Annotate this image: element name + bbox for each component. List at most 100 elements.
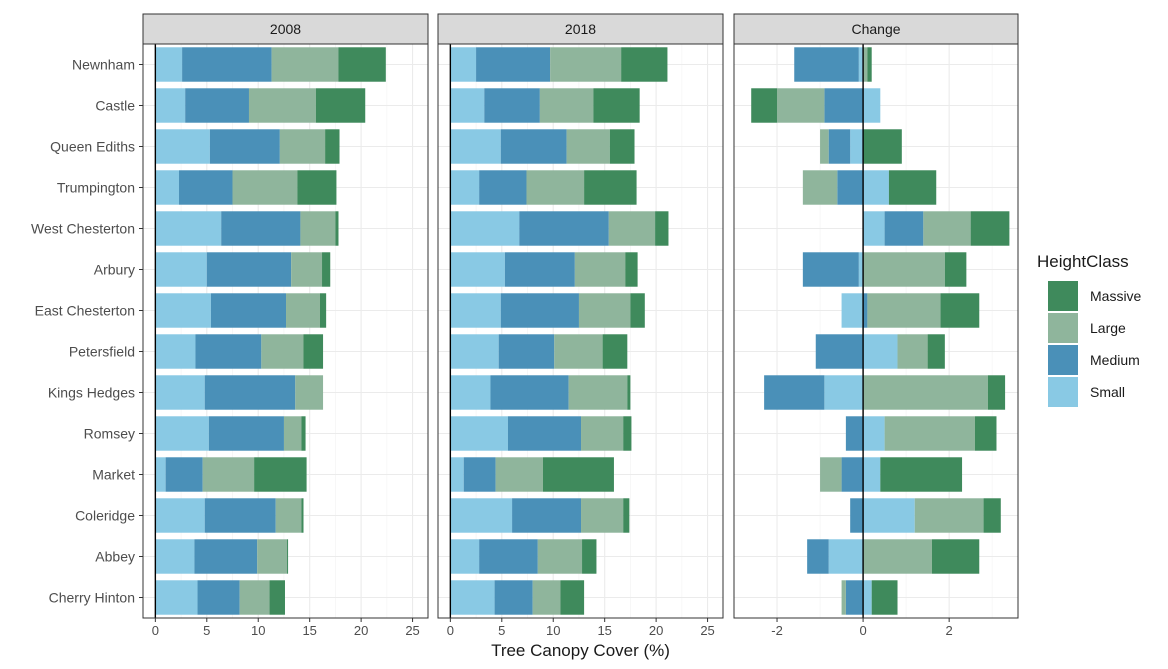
x-tick-label: 10	[251, 623, 265, 638]
bar-segment-large	[578, 293, 631, 328]
bar-segment-medium	[194, 539, 258, 574]
legend-label: Medium	[1090, 352, 1140, 368]
bar-segment-small	[863, 416, 885, 451]
category-label: Queen Ediths	[50, 139, 135, 155]
bar-segment-massive	[287, 539, 289, 574]
bar-segment-medium	[841, 457, 864, 492]
legend-swatch-massive	[1048, 281, 1078, 311]
bar-segment-massive	[254, 457, 307, 492]
bar-segment-large	[923, 211, 971, 246]
bar-segment-small	[155, 539, 195, 574]
bar-segment-medium	[476, 47, 551, 82]
bar-segment-small	[450, 88, 485, 123]
bar-segment-small	[828, 539, 864, 574]
bar-segment-massive	[880, 457, 963, 492]
bar-segment-small	[450, 498, 513, 533]
bar-segment-small	[863, 580, 872, 615]
bar-segment-medium	[828, 129, 851, 164]
bar-segment-large	[300, 211, 336, 246]
bar-segment-small	[863, 457, 881, 492]
bar-segment-massive	[623, 498, 630, 533]
x-tick-label: 15	[302, 623, 316, 638]
bar-segment-massive	[940, 293, 980, 328]
bar-segment-small	[863, 498, 915, 533]
bar-segment-small	[824, 375, 864, 410]
x-tick-label: 0	[152, 623, 159, 638]
bar-segment-large	[574, 252, 626, 287]
facet-strip-label: 2008	[270, 21, 301, 37]
bar-segment-large	[279, 129, 326, 164]
bar-segment-massive	[542, 457, 614, 492]
bar-segment-small	[155, 88, 186, 123]
x-tick-label: 5	[498, 623, 505, 638]
bar-segment-large	[581, 416, 624, 451]
bar-segment-large	[286, 293, 320, 328]
bar-segment-medium	[815, 334, 864, 369]
legend-label: Large	[1090, 320, 1126, 336]
facet-strip-label: 2018	[565, 21, 596, 37]
bar-segment-massive	[625, 252, 638, 287]
bar-segment-large	[239, 580, 270, 615]
bar-segment-small	[155, 293, 211, 328]
bar-segment-massive	[621, 47, 668, 82]
bar-segment-small	[450, 334, 499, 369]
bar-segment-medium	[165, 457, 203, 492]
bar-segment-medium	[494, 580, 533, 615]
legend-title: HeightClass	[1037, 252, 1129, 271]
bar-segment-massive	[322, 252, 331, 287]
bar-segment-medium	[824, 88, 864, 123]
bar-segment-medium	[837, 170, 864, 205]
bar-segment-medium	[209, 129, 280, 164]
bar-segment-massive	[630, 293, 645, 328]
bar-segment-large	[820, 457, 842, 492]
bar-segment-large	[271, 47, 339, 82]
bar-segment-medium	[507, 416, 582, 451]
bar-segment-small	[858, 47, 864, 82]
bar-segment-large	[820, 129, 829, 164]
bar-segment-large	[897, 334, 928, 369]
legend-swatch-small	[1048, 377, 1078, 407]
bar-segment-massive	[303, 334, 324, 369]
bar-segment-massive	[560, 580, 585, 615]
bar-segment-medium	[807, 539, 829, 574]
bar-segment-small	[155, 47, 183, 82]
legend-swatch-large	[1048, 313, 1078, 343]
bar-segment-small	[450, 47, 477, 82]
bar-segment-large	[532, 580, 561, 615]
bar-segment-medium	[204, 498, 276, 533]
bar-segment-medium	[195, 334, 262, 369]
bar-segment-medium	[500, 293, 579, 328]
x-tick-label: 20	[354, 623, 368, 638]
x-tick-label: 20	[649, 623, 663, 638]
bar-segment-massive	[627, 375, 631, 410]
category-label: Castle	[95, 98, 135, 114]
bar-segment-massive	[974, 416, 997, 451]
category-label: Abbey	[95, 549, 135, 565]
category-label: Petersfield	[69, 344, 135, 360]
bar-segment-massive	[602, 334, 628, 369]
bar-segment-massive	[315, 88, 366, 123]
bar-segment-small	[863, 88, 881, 123]
bar-segment-large	[863, 375, 988, 410]
category-label: Coleridge	[75, 508, 135, 524]
bar-segment-large	[568, 375, 628, 410]
bar-segment-large	[291, 252, 323, 287]
bar-segment-large	[295, 375, 324, 410]
bar-segment-medium	[794, 47, 859, 82]
bar-segment-medium	[764, 375, 825, 410]
bar-segment-large	[802, 170, 838, 205]
bar-segment-large	[232, 170, 298, 205]
bar-segment-small	[155, 416, 209, 451]
bar-segment-medium	[182, 47, 272, 82]
bar-segment-massive	[297, 170, 337, 205]
bar-segment-small	[863, 334, 898, 369]
bar-segment-massive	[931, 539, 980, 574]
bar-segment-small	[450, 170, 480, 205]
category-label: West Chesterton	[31, 221, 135, 237]
x-tick-label: 0	[447, 623, 454, 638]
bar-segment-large	[261, 334, 304, 369]
facet-strip	[437, 13, 724, 45]
bar-segment-large	[914, 498, 984, 533]
bar-segment-medium	[500, 129, 567, 164]
bar-segment-small	[450, 211, 520, 246]
